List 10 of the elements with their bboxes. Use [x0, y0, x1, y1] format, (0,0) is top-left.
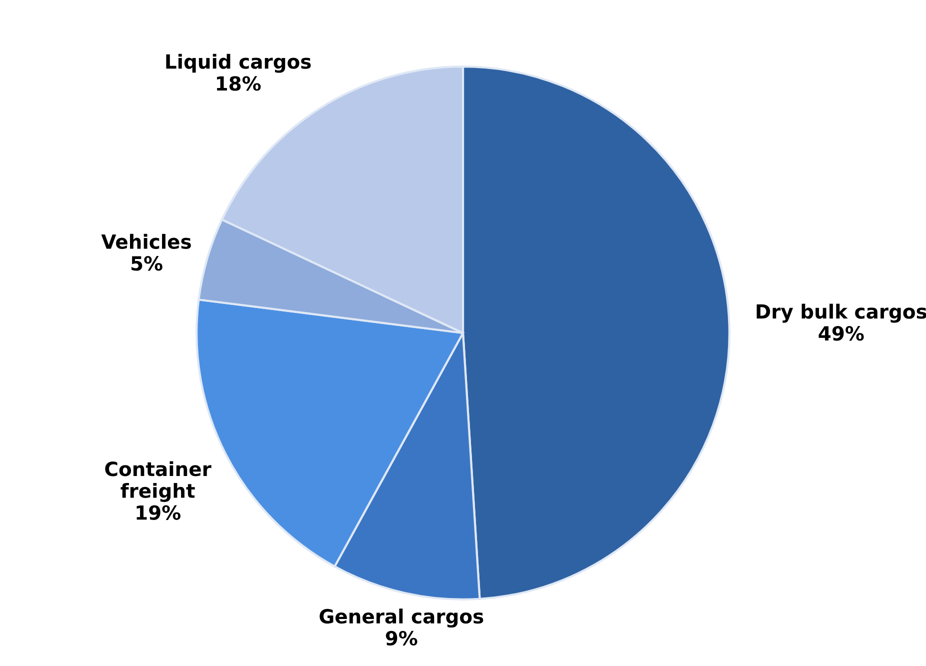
data-label: 19% [136, 505, 180, 520]
data-label: 18% [216, 76, 261, 91]
slice-label: General cargos [320, 608, 484, 628]
data-label: 9% [386, 630, 418, 646]
slice-label: Liquid cargos [166, 54, 311, 73]
data-label: 5% [132, 256, 162, 271]
slice-label: Vehicles [101, 234, 191, 249]
slice-label: Container freight [105, 461, 212, 502]
slice-label: Dry bulk cargos [756, 304, 926, 323]
data-label: 49% [818, 326, 864, 341]
